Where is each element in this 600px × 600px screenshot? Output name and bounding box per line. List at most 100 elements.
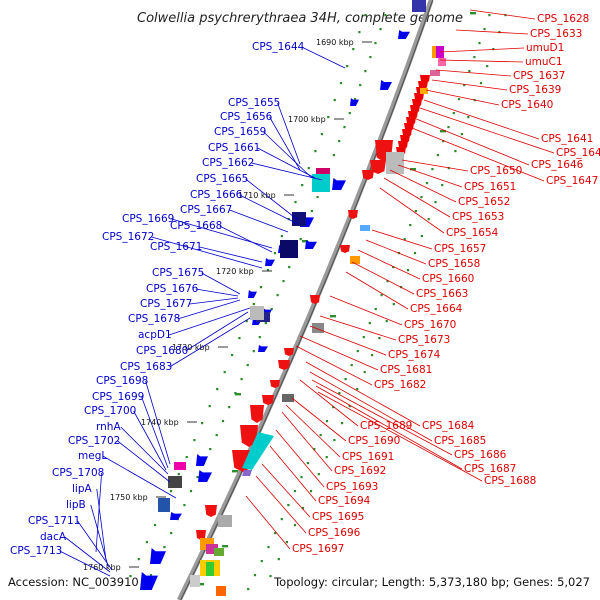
gc-dot [344, 378, 347, 381]
tick-label: 1690 kbp [316, 38, 354, 47]
gene-label-cps_1678: CPS_1678 [128, 313, 180, 325]
gene-features [140, 0, 446, 596]
gc-dot [287, 504, 290, 507]
label-leader [168, 307, 251, 336]
label-leader [245, 495, 291, 550]
gc-dot [273, 252, 277, 255]
gene-label-cps_1672: CPS_1672 [102, 231, 154, 243]
gc-dot [341, 422, 344, 425]
gene-gray [190, 575, 200, 587]
label-leader [411, 127, 545, 182]
gene-label-daca: dacA [40, 531, 67, 543]
gene-gray [386, 152, 404, 174]
gene-label-cps_1685: CPS_1685 [434, 435, 486, 447]
gene-label-acpd1: acpD1 [138, 329, 172, 341]
gc-dot [353, 98, 357, 101]
gene-label-cps_1656: CPS_1656 [220, 111, 273, 123]
gene-arrow [340, 245, 350, 253]
label-leader [96, 488, 107, 561]
gc-dot [447, 126, 450, 129]
gene-arrow [370, 160, 386, 174]
gc-dot [467, 116, 470, 119]
gc-dash [470, 12, 476, 15]
gene-arrow [170, 512, 182, 520]
gc-dot [276, 294, 279, 297]
gene-label-cps_1647: CPS_1647 [546, 175, 598, 187]
gene-label-cps_1691: CPS_1691 [342, 451, 394, 463]
gene-arrow [198, 470, 212, 482]
gc-dot [153, 524, 157, 527]
gene-label-cps_1669: CPS_1669 [122, 213, 174, 225]
gc-dot [409, 224, 412, 227]
gc-dot [457, 98, 461, 101]
gc-dot [352, 48, 355, 51]
gc-dot [371, 354, 374, 357]
gene-label-cps_1708: CPS_1708 [52, 467, 104, 479]
gc-dot [385, 320, 388, 323]
label-leader [151, 236, 263, 269]
gc-dot [266, 269, 270, 272]
gc-dot [452, 112, 455, 115]
gc-dash [440, 130, 446, 133]
gene-block [280, 240, 298, 258]
gene-label-cps_1697: CPS_1697 [292, 543, 344, 555]
gene-label-megl: megL [78, 450, 107, 462]
label-leader [195, 288, 239, 297]
gene-arrow [240, 425, 258, 447]
gene-label-cps_1681: CPS_1681 [380, 364, 432, 376]
gc-dot [293, 524, 297, 527]
gc-dot [468, 70, 471, 73]
label-leader [389, 169, 457, 203]
gc-dot [282, 280, 285, 283]
label-leader [329, 295, 403, 326]
gc-dot [223, 371, 226, 374]
label-leader [299, 379, 359, 427]
label-leader [419, 107, 555, 154]
label-leader [245, 178, 299, 221]
label-leader [171, 218, 273, 249]
gc-dot [348, 112, 351, 115]
gene-arrow [250, 405, 264, 423]
gc-dot [364, 14, 367, 17]
gene-tag [206, 562, 214, 576]
gene-label-cps_1657: CPS_1657 [434, 243, 486, 255]
gc-dot [427, 218, 430, 221]
gc-dot [473, 56, 476, 59]
gene-arrow [140, 572, 158, 590]
label-leader [169, 317, 251, 368]
gene-label-cps_1713: CPS_1713 [10, 545, 62, 557]
tick-label: 1720 kbp [216, 267, 254, 276]
gc-dot [325, 420, 329, 423]
gene-tag [174, 462, 186, 470]
gc-dot [364, 70, 367, 73]
gc-dot [479, 82, 483, 85]
gene-gray [250, 306, 264, 320]
gc-dot [332, 154, 335, 157]
gc-dot [177, 473, 180, 476]
gc-dot [338, 140, 341, 143]
gc-dot [314, 150, 317, 153]
gc-dot [170, 532, 173, 535]
gene-tag [360, 225, 370, 231]
gene-label-cps_1665: CPS_1665 [196, 173, 248, 185]
gc-dot [270, 308, 273, 311]
tick-label: 1740 kbp [141, 418, 179, 427]
gc-dot [319, 434, 322, 437]
gc-dot [392, 266, 395, 269]
label-leader [315, 385, 463, 470]
label-leader [357, 249, 421, 280]
gene-label-cps_1682: CPS_1682 [374, 379, 426, 391]
label-leader [401, 159, 469, 172]
gc-dot [343, 126, 346, 129]
gene-arrow [284, 348, 294, 356]
gc-dot [267, 546, 270, 549]
label-leader [229, 209, 289, 233]
label-leader [269, 116, 301, 171]
gc-dash [198, 583, 204, 586]
gc-dot [378, 337, 381, 340]
gene-tag [158, 498, 170, 512]
tick-label: 1700 kbp [288, 115, 326, 124]
gc-dot [216, 388, 219, 391]
gene-block [412, 0, 426, 12]
